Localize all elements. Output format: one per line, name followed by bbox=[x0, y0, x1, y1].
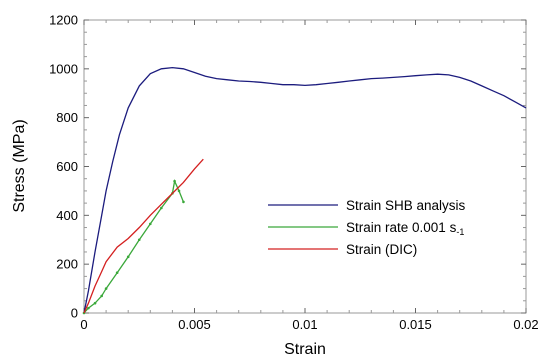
series-point bbox=[137, 238, 141, 242]
series-point bbox=[104, 287, 108, 290]
series-point bbox=[182, 200, 185, 204]
legend: Strain SHB analysis Strain rate 0.001 s-1… bbox=[268, 198, 466, 257]
y-tick-label: 1000 bbox=[49, 61, 78, 76]
x-tick-label: 0.015 bbox=[399, 317, 432, 332]
legend-label-main: Strain SHB analysis bbox=[346, 198, 466, 213]
y-tick-label: 1200 bbox=[49, 13, 78, 28]
x-tick-label: 0.01 bbox=[292, 317, 317, 332]
series-line-2 bbox=[83, 179, 185, 314]
y-axis-title: Stress (MPa) bbox=[11, 119, 28, 212]
y-tick-label: 200 bbox=[56, 257, 78, 272]
series-line-3 bbox=[83, 158, 204, 314]
series-line-1 bbox=[83, 66, 527, 314]
series-point bbox=[93, 301, 97, 305]
series-point bbox=[160, 206, 163, 210]
plot-area-frame bbox=[83, 19, 527, 314]
y-tick-label: 600 bbox=[56, 159, 78, 174]
series-point bbox=[177, 189, 181, 193]
series-point bbox=[173, 179, 176, 183]
series-layer bbox=[82, 66, 527, 315]
series-point bbox=[100, 294, 103, 298]
series-point bbox=[87, 306, 90, 310]
x-tick-label: 0.02 bbox=[513, 317, 538, 332]
legend-label-3: Strain (DIC) bbox=[346, 242, 417, 257]
x-tick-label: 0 bbox=[80, 317, 87, 332]
ticks-layer: 0 0.005 0.01 0.015 0.02 0 200 400 600 800 1000 1200 bbox=[49, 13, 539, 333]
x-axis-title: Strain bbox=[284, 341, 326, 358]
legend-label-subscript: -1 bbox=[456, 227, 464, 237]
series-point bbox=[126, 255, 130, 259]
y-tick-label: 0 bbox=[71, 306, 78, 321]
x-tick-label: 0.005 bbox=[178, 317, 211, 332]
legend-label-main: Strain (DIC) bbox=[346, 242, 417, 257]
series-point bbox=[115, 271, 119, 275]
legend-label-main: Strain rate 0.001 s bbox=[346, 220, 457, 235]
legend-label-1: Strain SHB analysis bbox=[346, 198, 466, 213]
legend-label-2: Strain rate 0.001 s-1 bbox=[346, 220, 464, 237]
series-point bbox=[149, 222, 152, 226]
y-tick-label: 800 bbox=[56, 110, 78, 125]
y-tick-label: 400 bbox=[56, 208, 78, 223]
